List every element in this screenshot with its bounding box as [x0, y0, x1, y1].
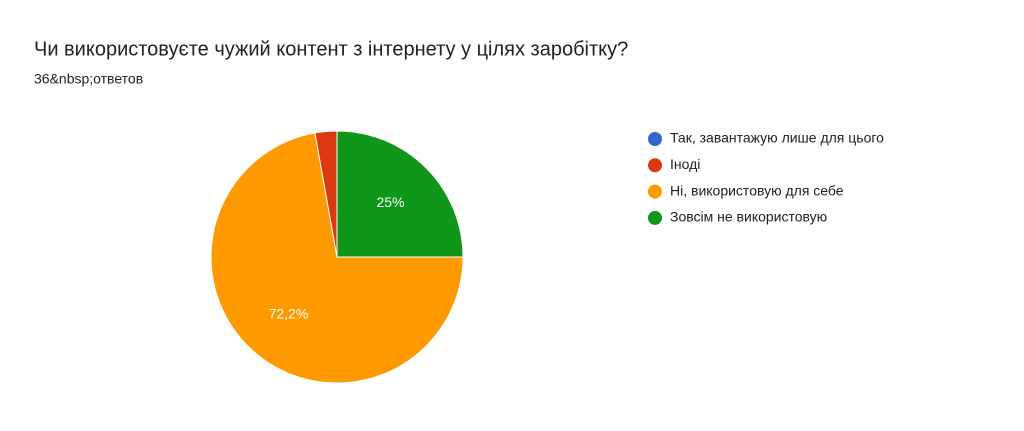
pie-slice: [336, 130, 464, 258]
pie-slice: [210, 132, 464, 384]
legend-label: Іноді: [670, 156, 700, 172]
legend-label: Зовсім не використовую: [670, 209, 827, 225]
legend-marker: [648, 132, 662, 146]
chart-title: Чи використовуєте чужий контент з інтерн…: [34, 38, 628, 60]
legend-marker: [648, 210, 662, 225]
legend-marker: [648, 184, 662, 199]
slice-label: 72,2%: [269, 306, 309, 322]
legend-marker: [648, 158, 662, 173]
pie-slice: [314, 130, 338, 258]
slice-label: 25%: [376, 194, 404, 210]
legend-label: Так, завантажую лише для цього: [670, 130, 884, 146]
legend-label: Ні, використовую для себе: [670, 182, 844, 198]
chart-subtitle: 36&nbsp;ответов: [34, 71, 143, 87]
